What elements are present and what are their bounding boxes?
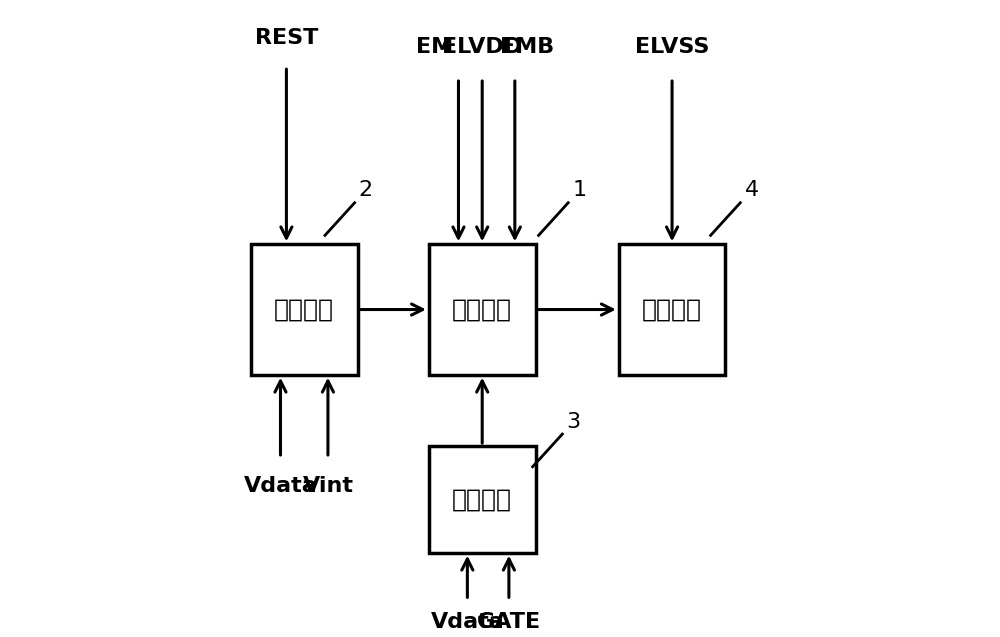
Text: GATE: GATE <box>477 612 541 632</box>
Text: 驱动模块: 驱动模块 <box>452 297 512 322</box>
Text: 写入模块: 写入模块 <box>452 487 512 512</box>
Text: REST: REST <box>255 29 318 48</box>
FancyBboxPatch shape <box>429 446 536 553</box>
Text: 3: 3 <box>566 412 581 433</box>
Text: 1: 1 <box>572 180 587 201</box>
Text: Vdata: Vdata <box>430 612 504 632</box>
Text: Vdata: Vdata <box>244 476 317 496</box>
Text: 复位模块: 复位模块 <box>274 297 334 322</box>
FancyBboxPatch shape <box>251 244 358 375</box>
Text: 4: 4 <box>744 180 759 201</box>
FancyBboxPatch shape <box>619 244 725 375</box>
Text: 2: 2 <box>359 180 373 201</box>
Text: EM: EM <box>416 38 453 57</box>
Text: EMB: EMB <box>500 38 554 57</box>
Text: ELVSS: ELVSS <box>635 38 709 57</box>
Text: Vint: Vint <box>302 476 353 496</box>
Text: ELVDD: ELVDD <box>442 38 522 57</box>
FancyBboxPatch shape <box>429 244 536 375</box>
Text: 发光模块: 发光模块 <box>642 297 702 322</box>
